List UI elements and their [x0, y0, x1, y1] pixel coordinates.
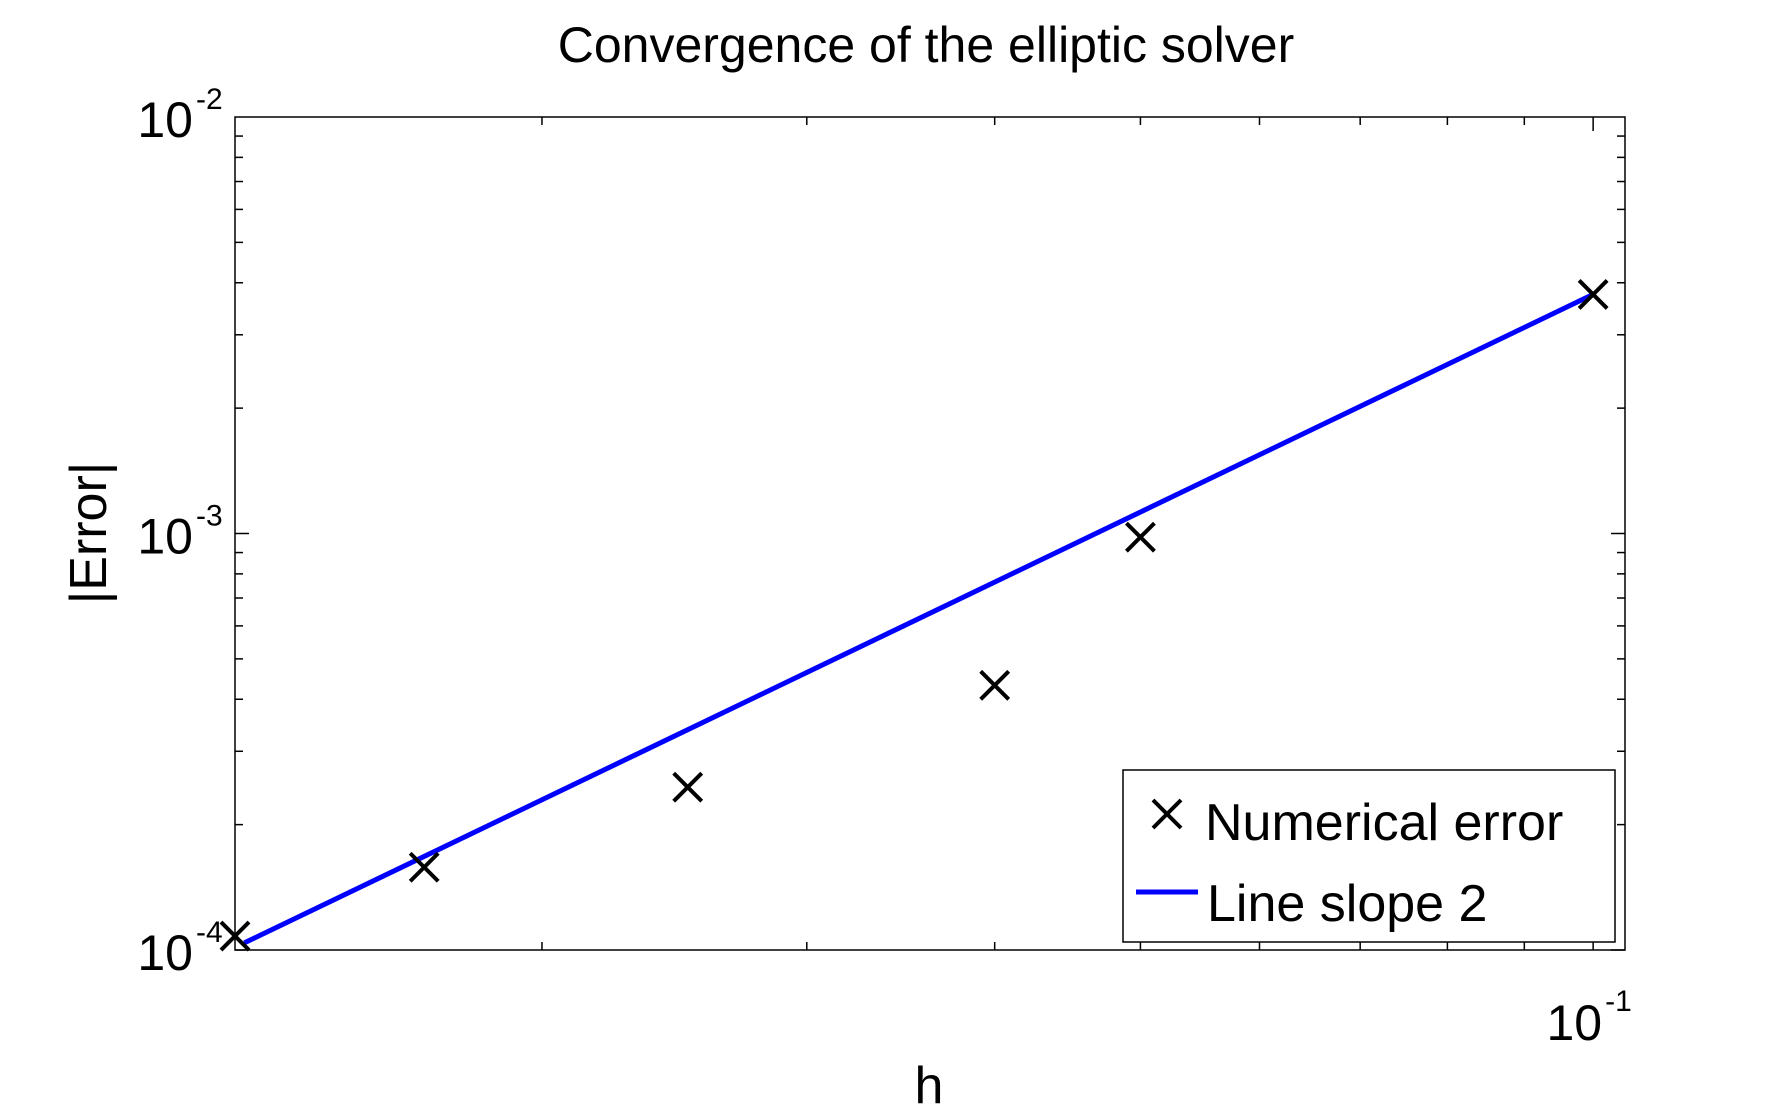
legend-label-numerical-error: Numerical error: [1205, 794, 1563, 852]
chart-title: Convergence of the elliptic solver: [558, 17, 1295, 73]
x-tick-label: 10: [1547, 995, 1603, 1051]
legend-box: [1122, 769, 1616, 943]
x-tick-label-exponent: -1: [1605, 985, 1632, 1018]
legend-label-line-slope-2: Line slope 2: [1207, 875, 1487, 933]
series-line-slope-2: [243, 292, 1595, 946]
data-point-x-marker: [1577, 279, 1609, 310]
plot-area: [219, 279, 1609, 952]
data-point-x-marker: [672, 771, 704, 803]
y-tick-label-exponent: -4: [196, 916, 223, 949]
x-axis-label: h: [915, 1057, 944, 1110]
tick-labels: 10-410-310-210-1: [137, 83, 1631, 1051]
tick-marks: [235, 117, 1625, 951]
y-tick-label-exponent: -3: [196, 500, 223, 533]
y-tick-label: 10: [137, 925, 193, 981]
data-point-x-marker: [979, 669, 1011, 701]
y-tick-label-exponent: -2: [196, 83, 223, 116]
legend-marker-numerical-error: [1151, 798, 1183, 830]
axes-box: [234, 116, 1626, 951]
legend: Numerical error Line slope 2: [1122, 769, 1616, 943]
data-point-x-marker: [1125, 521, 1156, 553]
y-tick-label: 10: [137, 92, 193, 148]
data-point-x-marker: [408, 851, 440, 883]
y-axis-label: |Error|: [60, 462, 118, 605]
y-tick-label: 10: [137, 509, 193, 565]
